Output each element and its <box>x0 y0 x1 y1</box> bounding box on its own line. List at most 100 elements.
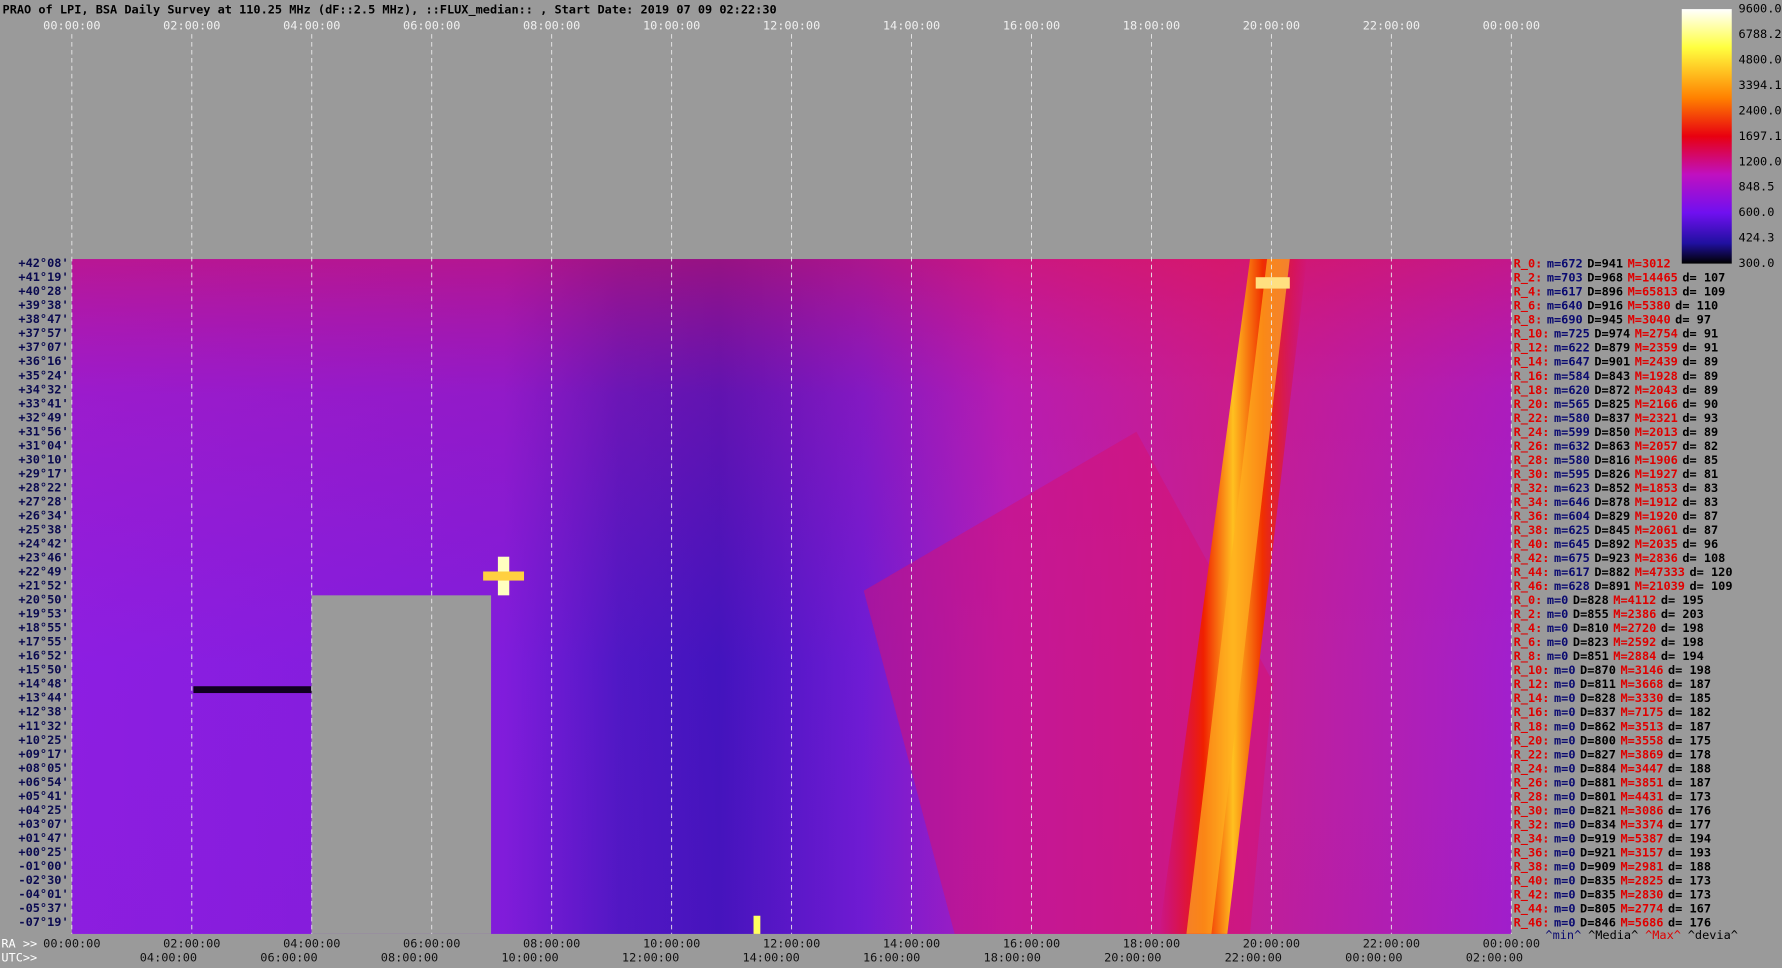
colorbar <box>1681 9 1732 264</box>
declination-label: +09°17' <box>18 747 68 761</box>
stat-value: d= 91 <box>1682 326 1718 340</box>
stat-value: m=646 <box>1554 494 1590 508</box>
stat-value: m=0 <box>1547 635 1569 649</box>
stat-value: d= 203 <box>1661 607 1704 621</box>
stat-value: D=826 <box>1594 466 1630 480</box>
stat-value: D=837 <box>1594 410 1630 424</box>
stat-value: R_36: <box>1514 845 1550 860</box>
row-stats: R_0: m=0 D=828 M=4112 d= 195 <box>1514 593 1704 608</box>
stat-value: R_4: <box>1514 284 1543 299</box>
stat-value: R_8: <box>1514 312 1543 327</box>
stat-value: M=5380 <box>1628 298 1671 312</box>
stat-value: D=891 <box>1594 579 1630 593</box>
row-stats: R_46: m=628 D=891 M=21039 d= 109 <box>1514 579 1733 594</box>
stat-value: R_10: <box>1514 326 1550 341</box>
stat-value: d= 194 <box>1668 831 1711 845</box>
stat-value: D=834 <box>1580 817 1616 831</box>
row-stats: R_18: m=0 D=862 M=3513 d= 187 <box>1514 719 1711 734</box>
stat-value: M=2035 <box>1635 536 1678 550</box>
row-stats: R_30: m=0 D=821 M=3086 d= 176 <box>1514 803 1711 818</box>
row-stats: R_16: m=0 D=837 M=7175 d= 182 <box>1514 705 1711 720</box>
stat-value: m=0 <box>1554 859 1576 873</box>
declination-label: +30°10' <box>18 452 68 466</box>
declination-label: +21°52' <box>18 579 68 593</box>
stat-value: d= 178 <box>1668 747 1711 761</box>
stat-value: d= 93 <box>1682 410 1718 424</box>
stat-value: m=690 <box>1547 312 1583 326</box>
utc-tick-label: 00:00:00 <box>1345 950 1402 964</box>
ra-tick-label: 08:00:00 <box>523 937 580 951</box>
declination-label: +15°50' <box>18 663 68 677</box>
stat-value: m=565 <box>1554 396 1590 410</box>
colorbar-tick: 6788.2 <box>1739 27 1782 41</box>
stat-value: M=2720 <box>1613 621 1656 635</box>
stat-value: R_42: <box>1514 887 1550 902</box>
stat-value: m=672 <box>1547 256 1583 270</box>
stat-value: M=2592 <box>1613 635 1656 649</box>
stat-value: d= 85 <box>1682 452 1718 466</box>
row-stats: R_12: m=622 D=879 M=2359 d= 91 <box>1514 340 1719 355</box>
declination-label: +31°56' <box>18 424 68 438</box>
top-time-label: 12:00:00 <box>763 19 820 33</box>
stat-value: M=2043 <box>1635 382 1678 396</box>
stat-value: m=604 <box>1554 508 1590 522</box>
row-stats: R_4: m=617 D=896 M=65813 d= 109 <box>1514 284 1726 299</box>
declination-label: -07°19' <box>18 915 68 929</box>
colorbar-tick: 1697.1 <box>1739 129 1782 143</box>
stat-value: d= 176 <box>1668 803 1711 817</box>
stat-value: d= 182 <box>1668 705 1711 719</box>
top-time-label: 00:00:00 <box>1483 19 1540 33</box>
stat-value: D=855 <box>1573 607 1609 621</box>
stat-value: R_22: <box>1514 747 1550 762</box>
stat-value: R_38: <box>1514 522 1550 537</box>
stat-value: D=884 <box>1580 761 1616 775</box>
stat-value: m=0 <box>1554 747 1576 761</box>
declination-label: +29°17' <box>18 466 68 480</box>
stat-value: d= 89 <box>1682 382 1718 396</box>
stat-value: m=675 <box>1554 551 1590 565</box>
colorbar-tick: 848.5 <box>1739 180 1775 194</box>
title: PRAO of LPI, BSA Daily Survey at 110.25 … <box>3 3 777 18</box>
footer-label: ^Max^ <box>1645 928 1681 942</box>
stat-value: R_18: <box>1514 382 1550 397</box>
declination-label: +10°25' <box>18 733 68 747</box>
ra-tick-label: 14:00:00 <box>883 937 940 951</box>
colorbar-tick: 600.0 <box>1739 205 1775 219</box>
stat-value: d= 109 <box>1690 579 1733 593</box>
stat-value: M=5387 <box>1620 831 1663 845</box>
stat-value: D=851 <box>1573 649 1609 663</box>
stat-value: d= 188 <box>1668 761 1711 775</box>
declination-label: +14°48' <box>18 677 68 691</box>
stat-value: D=896 <box>1587 284 1623 298</box>
stat-value: d= 176 <box>1668 915 1711 929</box>
stat-value: D=916 <box>1587 298 1623 312</box>
stat-value: m=647 <box>1554 354 1590 368</box>
stat-value: R_40: <box>1514 873 1550 888</box>
row-stats: R_18: m=620 D=872 M=2043 d= 89 <box>1514 382 1719 397</box>
stat-value: R_14: <box>1514 354 1550 369</box>
row-stats: R_36: m=604 D=829 M=1920 d= 87 <box>1514 508 1719 523</box>
stat-value: D=870 <box>1580 663 1616 677</box>
stat-value: d= 108 <box>1682 551 1725 565</box>
stat-value: m=623 <box>1554 480 1590 494</box>
stat-value: d= 87 <box>1682 508 1718 522</box>
stat-value: M=1927 <box>1635 466 1678 480</box>
row-stats: R_34: m=0 D=919 M=5387 d= 194 <box>1514 831 1711 846</box>
stat-value: m=580 <box>1554 452 1590 466</box>
colorbar-tick: 300.0 <box>1739 256 1775 270</box>
stat-value: M=2061 <box>1635 522 1678 536</box>
top-time-label: 06:00:00 <box>403 19 460 33</box>
row-stats: R_2: m=0 D=855 M=2386 d= 203 <box>1514 607 1704 622</box>
stat-value: m=0 <box>1554 845 1576 859</box>
grid <box>71 34 1512 934</box>
stat-value: d= 187 <box>1668 775 1711 789</box>
stat-value: D=974 <box>1594 326 1630 340</box>
stat-value: m=0 <box>1554 705 1576 719</box>
stat-value: R_0: <box>1514 256 1543 271</box>
stat-value: D=846 <box>1580 915 1616 929</box>
stat-value: m=0 <box>1547 621 1569 635</box>
ra-tick-label: 12:00:00 <box>763 937 820 951</box>
stat-value: R_32: <box>1514 480 1550 495</box>
colorbar-tick: 2400.0 <box>1739 103 1782 117</box>
stat-value: m=617 <box>1554 565 1590 579</box>
